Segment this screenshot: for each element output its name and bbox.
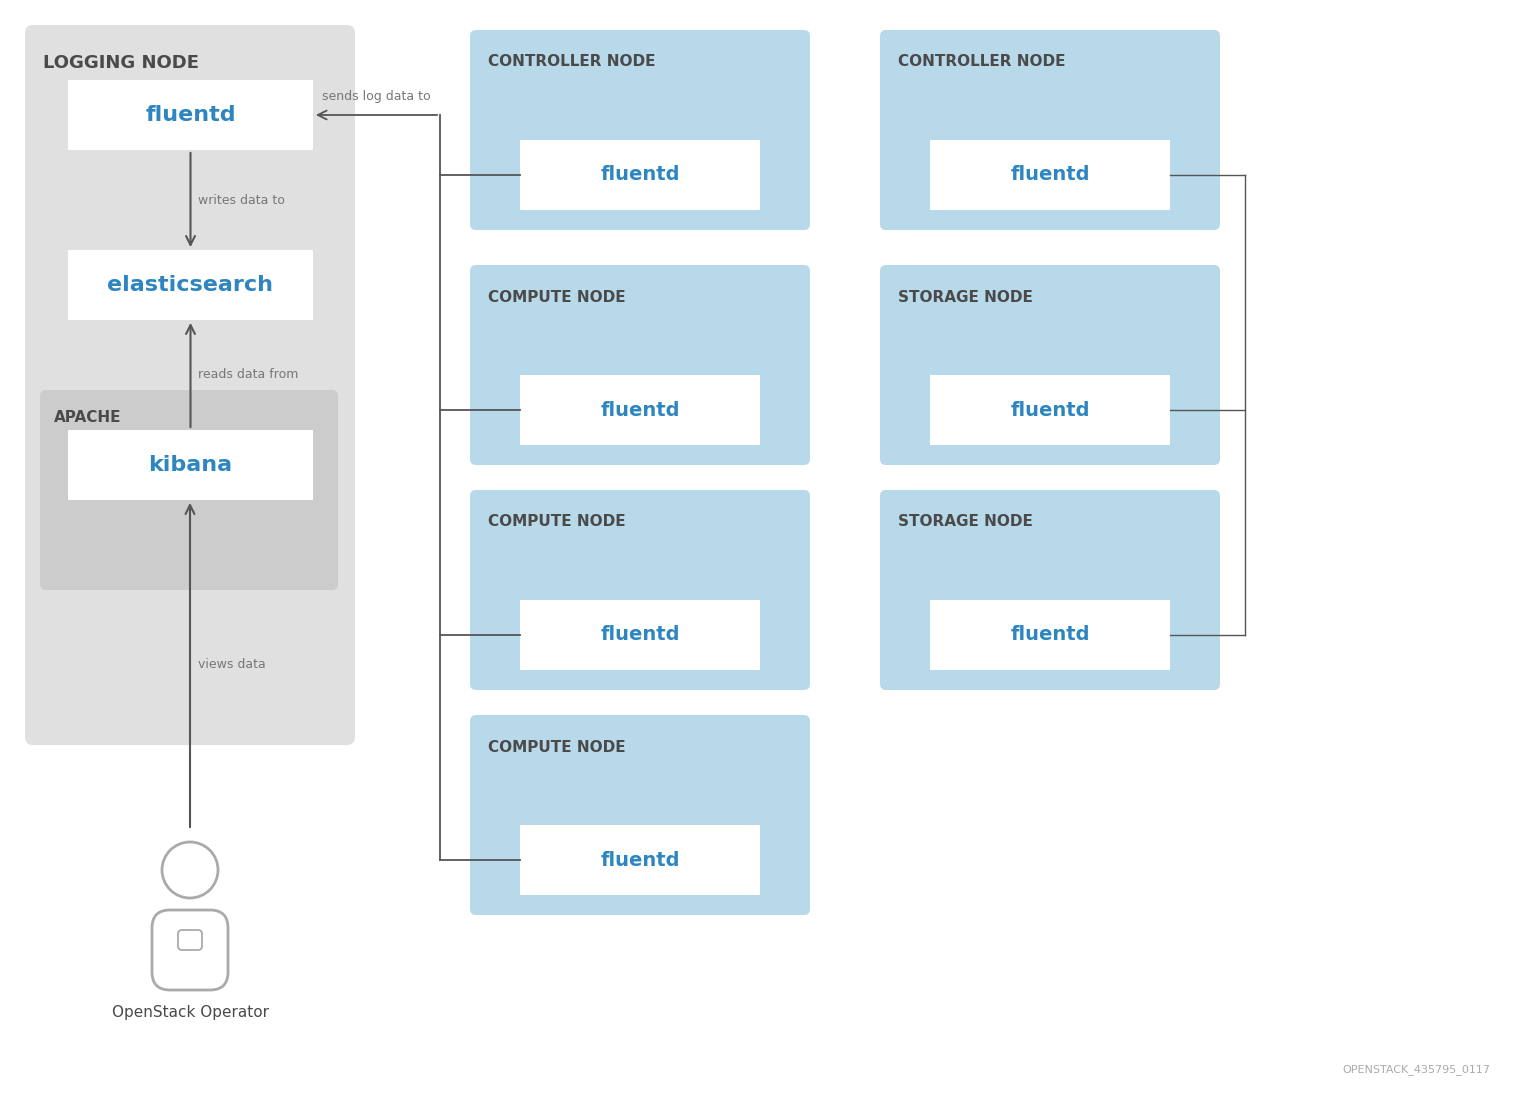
Text: COMPUTE NODE: COMPUTE NODE [488,289,626,304]
FancyBboxPatch shape [470,715,810,915]
Text: fluentd: fluentd [600,166,679,185]
Text: COMPUTE NODE: COMPUTE NODE [488,514,626,530]
FancyBboxPatch shape [880,30,1221,230]
Text: OpenStack Operator: OpenStack Operator [111,1004,269,1020]
Bar [520,140,760,210]
Text: fluentd: fluentd [600,851,679,869]
FancyBboxPatch shape [24,25,356,745]
Text: reads data from: reads data from [199,368,299,381]
FancyBboxPatch shape [880,490,1221,690]
Text: fluentd: fluentd [1011,166,1090,185]
Text: fluentd: fluentd [1011,400,1090,420]
Text: LOGGING NODE: LOGGING NODE [43,54,199,73]
Bar [520,375,760,445]
Bar [68,430,313,500]
Bar [930,140,1170,210]
Bar [930,600,1170,670]
FancyBboxPatch shape [880,265,1221,465]
FancyBboxPatch shape [40,390,337,590]
Bar [520,600,760,670]
FancyBboxPatch shape [470,265,810,465]
Text: OPENSTACK_435795_0117: OPENSTACK_435795_0117 [1342,1064,1490,1075]
Text: views data: views data [198,658,266,671]
Text: CONTROLLER NODE: CONTROLLER NODE [898,55,1066,69]
Text: fluentd: fluentd [600,400,679,420]
Bar [68,249,313,320]
Bar [520,825,760,895]
Text: fluentd: fluentd [146,106,236,125]
Text: elasticsearch: elasticsearch [108,275,274,295]
Text: writes data to: writes data to [199,193,286,207]
Text: kibana: kibana [149,455,233,475]
Text: STORAGE NODE: STORAGE NODE [898,514,1034,530]
Text: STORAGE NODE: STORAGE NODE [898,289,1034,304]
Text: CONTROLLER NODE: CONTROLLER NODE [488,55,655,69]
Text: fluentd: fluentd [1011,625,1090,644]
FancyBboxPatch shape [470,490,810,690]
FancyBboxPatch shape [470,30,810,230]
Text: APACHE: APACHE [55,411,122,425]
Text: sends log data to: sends log data to [322,90,430,103]
Text: fluentd: fluentd [600,625,679,644]
Bar [68,80,313,149]
Text: COMPUTE NODE: COMPUTE NODE [488,740,626,755]
Bar [930,375,1170,445]
